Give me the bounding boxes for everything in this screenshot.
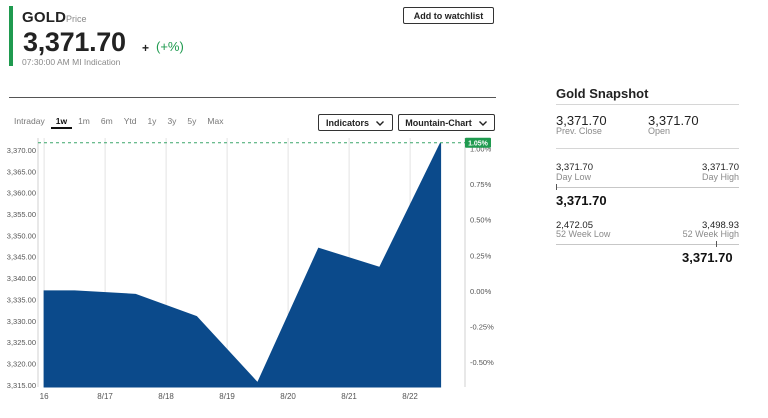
change-percent: (+%) — [156, 39, 184, 54]
add-to-watchlist-button[interactable]: Add to watchlist — [403, 7, 494, 24]
last-pct-badge — [465, 137, 491, 148]
last-pct-label: 1.05% — [468, 141, 489, 148]
pct-tick-label: 0.25% — [470, 251, 492, 260]
x-tick-label: 8/22 — [402, 392, 418, 401]
range-tab[interactable]: Ytd — [123, 116, 137, 126]
week52-high-label: 52 Week High — [682, 229, 739, 239]
timestamp-note: MI Indication — [72, 57, 121, 67]
pct-tick-label: 0.50% — [470, 216, 492, 225]
snapshot-title: Gold Snapshot — [556, 86, 649, 101]
range-tab[interactable]: 1m — [78, 116, 90, 126]
symbol: GOLD — [22, 9, 67, 26]
range-tab[interactable]: 5y — [187, 116, 197, 126]
week52-low-value: 2,472.05 — [556, 220, 593, 231]
y-tick-label: 3,330.00 — [7, 317, 36, 326]
x-tick-label: 8/19 — [219, 392, 235, 401]
indicators-label: Indicators — [325, 117, 369, 128]
quote-timestamp: 07:30:00 AM MI Indication — [22, 57, 120, 67]
y-tick-label: 3,315.00 — [7, 381, 36, 390]
chart-top-divider — [9, 97, 496, 98]
snapshot-title-divider — [556, 104, 739, 105]
day-high-label: Day High — [701, 172, 739, 182]
week52-high-value: 3,498.93 — [702, 220, 739, 231]
day-low-label: Day Low — [556, 172, 592, 182]
open-value: 3,371.70 — [648, 113, 699, 128]
range-tab[interactable]: 1y — [147, 116, 157, 126]
price-chart: 3,315.00 3,320.00 3,325.00 3,330.00 3,335.00… — [7, 137, 494, 401]
chart-style-dropdown[interactable]: Mountain-Chart — [398, 114, 495, 131]
pct-tick-label: 0.75% — [470, 180, 492, 189]
price-area — [43, 142, 442, 388]
range-tab[interactable]: 6m — [100, 116, 113, 126]
range-tab[interactable]: 1w — [50, 113, 73, 129]
y-tick-label: 3,320.00 — [7, 360, 36, 369]
day-low-value: 3,371.70 — [556, 162, 593, 173]
change-sign: + — [142, 41, 150, 55]
week52-range-marker — [716, 241, 717, 247]
chevron-down-icon — [376, 120, 384, 126]
pct-tick-label: -0.50% — [470, 358, 494, 367]
pct-tick-label: 1.00% — [470, 144, 492, 153]
snapshot-divider — [556, 148, 739, 149]
pct-tick-label: -0.25% — [470, 323, 494, 332]
day-high-value: 3,371.70 — [702, 162, 739, 173]
open-label: Open — [648, 126, 671, 136]
indicators-dropdown[interactable]: Indicators — [318, 114, 393, 131]
prev-close-value: 3,371.70 — [556, 113, 607, 128]
range-tab[interactable]: Intraday — [14, 116, 45, 126]
y-tick-label: 3,340.00 — [7, 274, 36, 283]
y-tick-label: 3,325.00 — [7, 338, 36, 347]
y-tick-label: 3,360.00 — [7, 189, 36, 198]
day-range-marker — [556, 184, 557, 190]
x-tick-label: 16 — [40, 392, 49, 401]
y-tick-label: 3,365.00 — [7, 167, 36, 176]
x-tick-label: 8/20 — [280, 392, 296, 401]
pct-tick-label: 0.00% — [470, 287, 492, 296]
y-tick-label: 3,370.00 — [7, 146, 36, 155]
chart-style-label: Mountain-Chart — [405, 117, 472, 128]
week52-range-track — [556, 244, 739, 245]
range-tab[interactable]: 3y — [167, 116, 177, 126]
quote-accent-bar — [9, 6, 13, 66]
week52-low-label: 52 Week Low — [556, 229, 611, 239]
y-tick-label: 3,355.00 — [7, 210, 36, 219]
x-tick-label: 8/21 — [341, 392, 357, 401]
x-tick-label: 8/18 — [158, 392, 174, 401]
y-tick-label: 3,345.00 — [7, 253, 36, 262]
y-tick-label: 3,350.00 — [7, 231, 36, 240]
x-tick-label: 8/17 — [97, 392, 113, 401]
range-tabs: Intraday 1w 1m 6m Ytd 1y 3y 5y Max — [9, 113, 229, 129]
week52-range-current: 3,371.70 — [682, 250, 733, 265]
day-range-track — [556, 187, 739, 188]
day-range-current: 3,371.70 — [556, 193, 607, 208]
y-tick-label: 3,335.00 — [7, 295, 36, 304]
symbol-type: Price — [66, 14, 87, 24]
price: 3,371.70 — [23, 27, 126, 57]
range-tab[interactable]: Max — [207, 116, 224, 126]
chevron-down-icon — [478, 120, 487, 126]
prev-close-label: Prev. Close — [556, 126, 602, 136]
timestamp-time: 07:30:00 AM — [22, 57, 70, 67]
